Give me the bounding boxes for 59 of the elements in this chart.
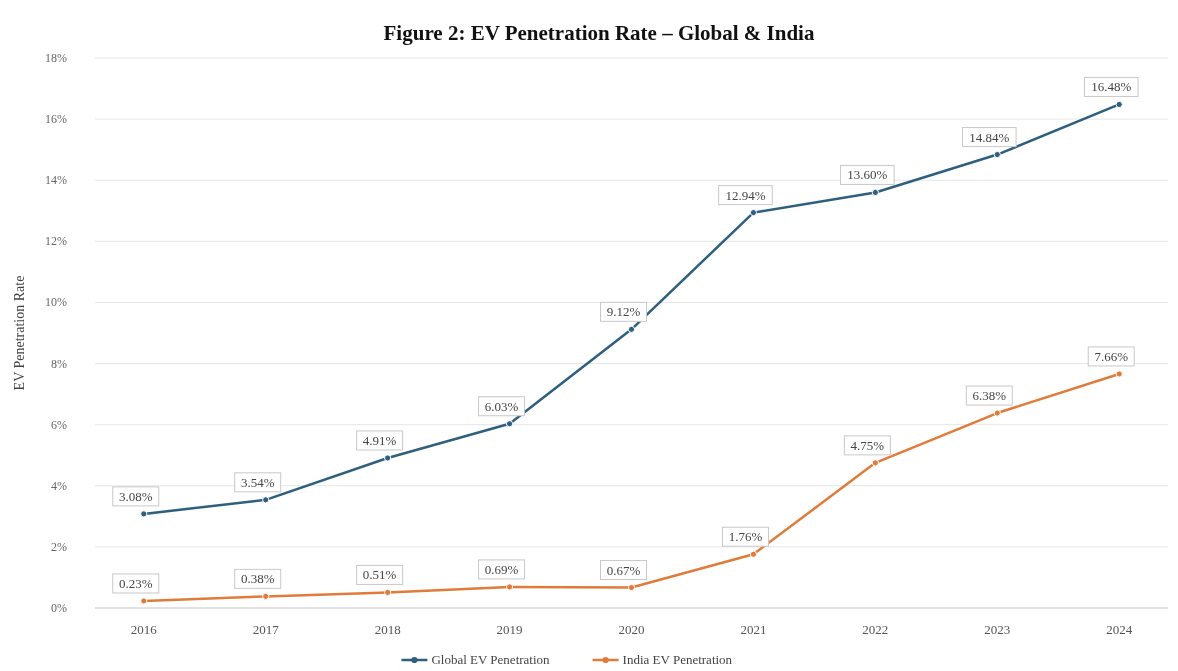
data-label: 16.48% (1091, 79, 1132, 95)
point (627, 325, 636, 333)
data-label: 12.94% (725, 187, 766, 203)
data-label: 7.66% (1094, 348, 1129, 364)
x-tick-label: 2024 (1106, 622, 1133, 637)
x-tick-label: 2021 (740, 622, 767, 637)
x-tick-label: 2020 (618, 622, 645, 637)
y-tick-label: 10% (45, 295, 67, 310)
x-tick-label: 2023 (984, 622, 1011, 637)
point (505, 420, 514, 428)
legend-label: India EV Penetration (622, 652, 733, 667)
y-tick-label: 4% (51, 478, 67, 493)
data-label: 0.69% (484, 561, 519, 577)
y-tick-label: 0% (51, 601, 67, 615)
data-label: 4.91% (362, 432, 397, 448)
data-label: 4.75% (850, 437, 885, 453)
data-label: 0.67% (606, 562, 641, 578)
point (384, 454, 392, 462)
point (993, 409, 1001, 417)
point (140, 597, 148, 605)
point (749, 550, 758, 558)
point (993, 150, 1001, 159)
point (627, 583, 636, 592)
point (749, 209, 758, 217)
point (384, 588, 392, 596)
x-tick-label: 2017 (252, 622, 280, 637)
point (871, 188, 879, 197)
y-tick-label: 16% (45, 112, 67, 127)
legend-label: Global EV Penetration (431, 652, 551, 667)
data-label: 13.60% (847, 167, 888, 183)
data-label: 0.23% (118, 575, 153, 591)
point (505, 583, 514, 591)
data-label: 0.38% (240, 571, 275, 587)
data-label: 14.84% (969, 129, 1010, 145)
x-tick-label: 2019 (496, 622, 523, 637)
point (262, 496, 270, 504)
y-axis-title: EV Penetration Rate (12, 275, 27, 391)
data-label: 6.38% (972, 388, 1007, 404)
x-tick-label: 2018 (374, 622, 401, 637)
y-tick-label: 14% (45, 173, 67, 188)
data-label: 6.03% (484, 398, 519, 414)
x-tick-label: 2016 (130, 622, 158, 637)
y-tick-label: 6% (51, 417, 67, 432)
data-label: 3.54% (240, 474, 275, 490)
y-tick-label: 18% (45, 51, 67, 65)
y-tick-label: 12% (45, 234, 67, 249)
data-label: 1.76% (728, 529, 763, 545)
data-label: 3.08% (118, 488, 153, 504)
chart-title: Figure 2: EV Penetration Rate – Global & India (383, 21, 815, 45)
y-tick-label: 2% (51, 539, 67, 554)
data-label: 0.51% (362, 567, 397, 583)
point (140, 510, 148, 518)
point (871, 459, 879, 467)
data-label: 9.12% (606, 304, 641, 320)
point (1115, 100, 1123, 109)
y-tick-label: 8% (51, 356, 67, 371)
point (262, 592, 270, 600)
point (1115, 370, 1123, 378)
x-tick-label: 2022 (862, 622, 889, 637)
